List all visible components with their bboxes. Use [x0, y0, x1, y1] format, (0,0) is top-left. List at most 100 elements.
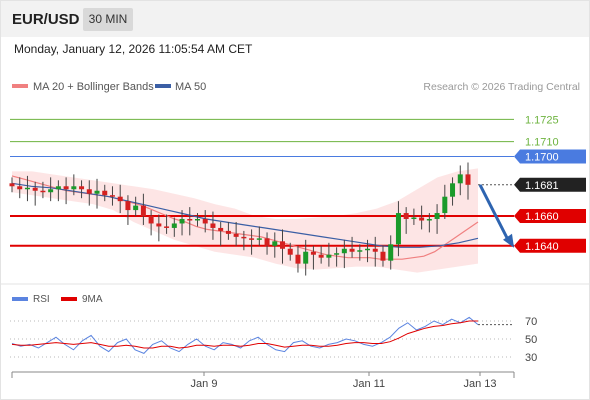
candle-body [133, 205, 139, 211]
candle-body [187, 219, 193, 221]
rsi-level-label: 50 [525, 334, 537, 346]
candle-body [40, 190, 46, 193]
candle-body [349, 248, 355, 252]
rsi-line [11, 316, 479, 354]
candle-body [55, 186, 61, 190]
candle-body [457, 174, 463, 184]
rsi-level-label: 70 [525, 316, 537, 328]
candle-body [434, 213, 440, 220]
price-tag-label: 1.1640 [525, 241, 559, 253]
candle-body [372, 248, 378, 252]
ma50-legend-swatch [155, 84, 171, 88]
symbol-title: EUR/USD [12, 11, 80, 28]
candle-body [465, 174, 471, 185]
price-tag-label: 1.1700 [525, 152, 559, 164]
candle-body [326, 254, 332, 258]
datetime-label: Monday, January 12, 2026 11:05:54 AM CET [14, 42, 253, 56]
candle-body [225, 230, 231, 234]
candle-body [233, 233, 239, 237]
projection-layer [478, 184, 514, 248]
candle-body [24, 187, 30, 190]
candle-body [148, 216, 154, 224]
candle-body [264, 238, 270, 246]
last-price-tag [514, 177, 586, 192]
price-levels-layer [10, 118, 514, 247]
rsi-pane: 70 50 30 [10, 316, 537, 364]
support-price-tag [514, 209, 586, 224]
candle-body [357, 250, 363, 252]
candle-body [156, 223, 162, 227]
candle-body [71, 186, 77, 190]
rsi-ma-legend-swatch [61, 297, 77, 301]
candle-body [341, 248, 347, 254]
ma20-legend-swatch [12, 84, 28, 88]
ma20-legend-label: MA 20 + Bollinger Bands [33, 81, 154, 93]
candle-body [380, 251, 386, 261]
candle-body [318, 254, 324, 258]
price-tag-label: 1.1681 [525, 180, 559, 192]
rsi-level-label: 30 [525, 352, 537, 364]
candle-body [334, 253, 340, 255]
candle-body [419, 217, 425, 221]
price-tag-label: 1.1725 [525, 114, 559, 126]
candle-body [9, 183, 15, 187]
x-axis: Jan 9 Jan 11 Jan 13 [11, 371, 515, 390]
candle-body [102, 190, 108, 196]
support-price-tag [514, 238, 586, 253]
candle-body [63, 186, 69, 190]
candle-body [272, 241, 278, 246]
candle-body [411, 217, 417, 220]
candle-body [210, 223, 216, 228]
candle-body [303, 251, 309, 264]
candle-body [256, 238, 262, 240]
candle-body [310, 251, 316, 255]
candle-body [48, 189, 54, 193]
candle-body [86, 189, 92, 194]
candle-body [280, 241, 286, 249]
candle-body [442, 196, 448, 214]
candle-body [403, 213, 409, 220]
timeframe-button[interactable]: 30 MIN [83, 8, 133, 31]
candle-body [241, 236, 247, 239]
candle-body [32, 187, 38, 191]
projection-arrow-line [478, 184, 510, 241]
ma50-legend-label: MA 50 [175, 81, 206, 93]
candle-body [218, 227, 224, 231]
price-tag-label: 1.1710 [525, 137, 559, 149]
candle-body [164, 226, 170, 228]
candle-body [295, 254, 301, 264]
candle-body [388, 244, 394, 261]
candle-body [94, 190, 100, 194]
projection-arrow-head [503, 233, 514, 248]
candle-body [17, 186, 23, 190]
pivot-price-tag [514, 149, 586, 164]
rsi-legend-swatch [12, 297, 28, 301]
candle-body [426, 219, 432, 221]
candle-body [179, 219, 185, 224]
candle-body [140, 205, 146, 217]
rsi-legend-label: RSI [33, 294, 50, 305]
candle-body [171, 223, 177, 228]
x-tick-label: Jan 11 [353, 378, 385, 390]
candle-body [365, 248, 371, 251]
rsi-ma-legend-label: 9MA [82, 294, 103, 305]
candle-body [117, 196, 123, 202]
x-tick-label: Jan 9 [191, 378, 218, 390]
candle-body [194, 219, 200, 221]
candle-body [249, 238, 255, 240]
candle-body [109, 195, 115, 197]
candle-body [79, 186, 85, 190]
candle-body [395, 213, 401, 245]
candle-body [450, 183, 456, 197]
copyright-text: Research © 2026 Trading Central [423, 81, 580, 93]
chart-header: EUR/USD 30 MIN [1, 1, 589, 37]
rsi-ma-line [11, 320, 478, 349]
candle-body [202, 219, 208, 224]
candles-layer [9, 162, 471, 276]
price-tag-label: 1.1660 [525, 211, 559, 223]
x-tick-label: Jan 13 [463, 378, 496, 390]
candle-body [287, 248, 293, 255]
price-tags-layer: 1.1725 1.1710 1.1700 1.1681 1.1660 1.1640 [514, 114, 586, 253]
candle-body [125, 201, 131, 211]
